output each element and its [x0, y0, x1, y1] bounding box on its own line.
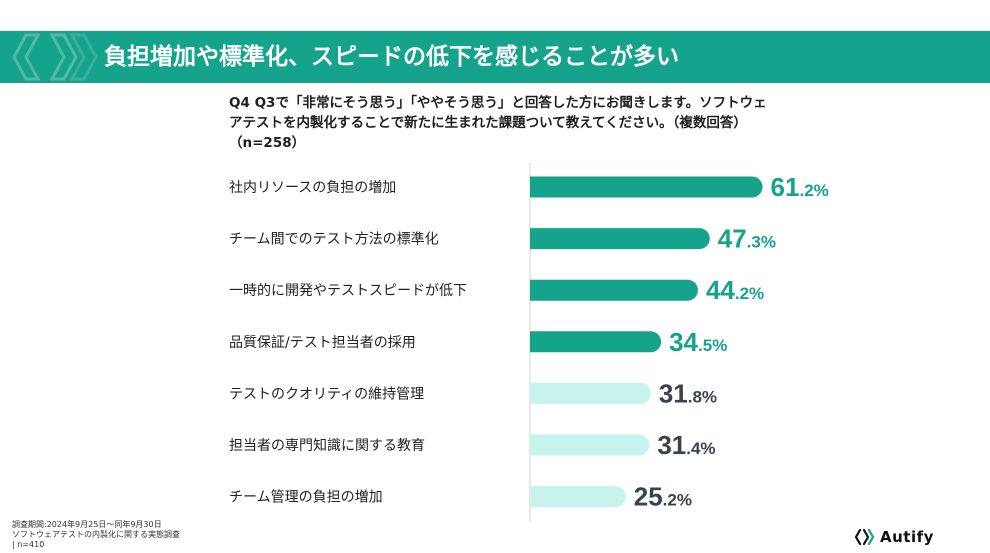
value-label: 34.5% [669, 327, 727, 357]
autify-logo: Autify [854, 526, 934, 548]
category-label: チーム間でのテスト方法の標準化 [229, 232, 439, 248]
footnote-survey: ソフトウェアテストの内製化に関する実態調査 [12, 530, 180, 539]
footnote: 調査期間:2024年9月25日～同年9月30日 ソフトウェアテストの内製化に関す… [12, 520, 180, 550]
bar [530, 279, 698, 301]
page-title: 負担増加や標準化、スピードの低下を感じることが多い [104, 44, 679, 70]
value-label: 44.2% [706, 275, 764, 305]
logo-text: Autify [880, 528, 934, 546]
category-label: 一時的に開発やテストスピードが低下 [229, 283, 467, 299]
question-line-1: Q4 Q3で「非常にそう思う」「ややそう思う」と回答した方にお聞きします。ソフト… [229, 95, 767, 111]
category-label: 社内リソースの負担の増加 [229, 180, 396, 196]
category-label: 品質保証/テスト担当者の採用 [229, 335, 416, 351]
value-label: 31.4% [657, 430, 715, 460]
bar [530, 176, 763, 198]
bar [530, 382, 651, 404]
autify-bracket-icon [854, 529, 875, 545]
footnote-period: 調査期間:2024年9月25日～同年9月30日 [12, 520, 162, 529]
value-label: 61.2% [771, 172, 829, 202]
category-label: チーム管理の負担の増加 [229, 490, 383, 506]
bar [530, 434, 650, 456]
title-bar: 負担増加や標準化、スピードの低下を感じることが多い [0, 31, 990, 83]
bar [530, 331, 662, 353]
question-text: Q4 Q3で「非常にそう思う」「ややそう思う」と回答した方にお聞きします。ソフト… [229, 93, 829, 153]
value-label: 25.2% [634, 482, 692, 512]
category-label: 担当者の専門知識に関する教育 [229, 437, 425, 454]
question-sample-size: （n=258） [229, 135, 306, 151]
category-label: テストのクオリティの維持管理 [229, 386, 424, 402]
question-line-2: アテストを内製化することで新たに生まれた課題ついて教えてください。（複数回答） [229, 115, 747, 131]
value-label: 31.8% [659, 378, 717, 408]
chevron-deco-icon [12, 33, 98, 81]
value-label: 47.3% [718, 224, 776, 254]
bar [530, 486, 626, 508]
bar [530, 228, 710, 250]
footnote-sample: | n=410 [12, 540, 45, 549]
